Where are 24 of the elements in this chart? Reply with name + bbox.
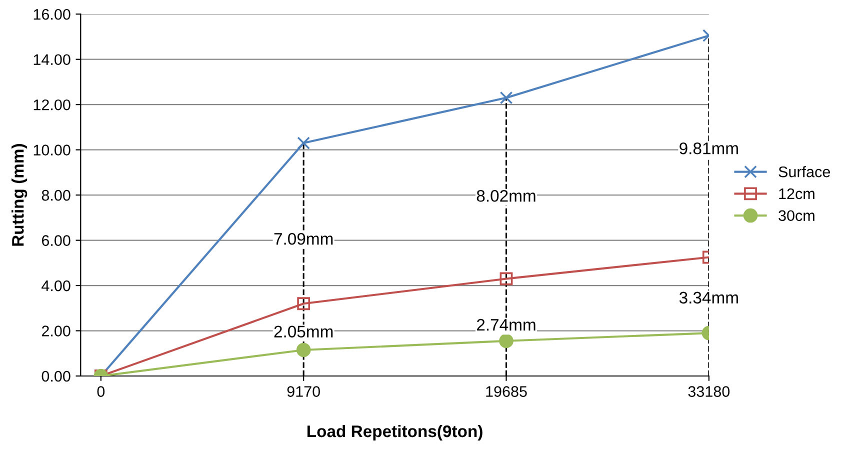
annotation: 7.09mm bbox=[274, 232, 333, 245]
annotation: 8.02mm bbox=[476, 190, 536, 202]
y-tick-label: 6.00 bbox=[42, 235, 70, 246]
annotation: 2.74mm bbox=[476, 318, 536, 331]
y-axis-title: Rutting (mm) bbox=[12, 144, 28, 246]
y-tick-label: 4.00 bbox=[42, 280, 70, 292]
y-tick-label: 16.00 bbox=[34, 8, 70, 20]
annotation: 2.05mm bbox=[274, 326, 333, 338]
y-tick-label: 12.00 bbox=[34, 99, 70, 110]
annotation: 9.81mm bbox=[680, 142, 738, 154]
x-tick-label: 9170 bbox=[287, 386, 320, 397]
annotation: 3.34mm bbox=[679, 292, 738, 304]
legend-label: 30cm bbox=[778, 210, 814, 222]
y-tick-label: 10.00 bbox=[34, 144, 70, 156]
y-tick-label: 14.00 bbox=[34, 54, 70, 66]
x-tick-label: 19685 bbox=[486, 386, 527, 397]
y-tick-label: 2.00 bbox=[42, 326, 70, 336]
x-tick-label: 33180 bbox=[688, 386, 730, 397]
x-tick-label: 0 bbox=[97, 386, 105, 397]
y-tick-label: 8.00 bbox=[42, 190, 70, 201]
legend-label: Surface bbox=[778, 166, 830, 178]
legend-label: 12cm bbox=[779, 188, 814, 200]
x-axis-title: Load Repetitons(9ton) bbox=[307, 424, 482, 440]
y-tick-label: 0.00 bbox=[42, 370, 70, 382]
